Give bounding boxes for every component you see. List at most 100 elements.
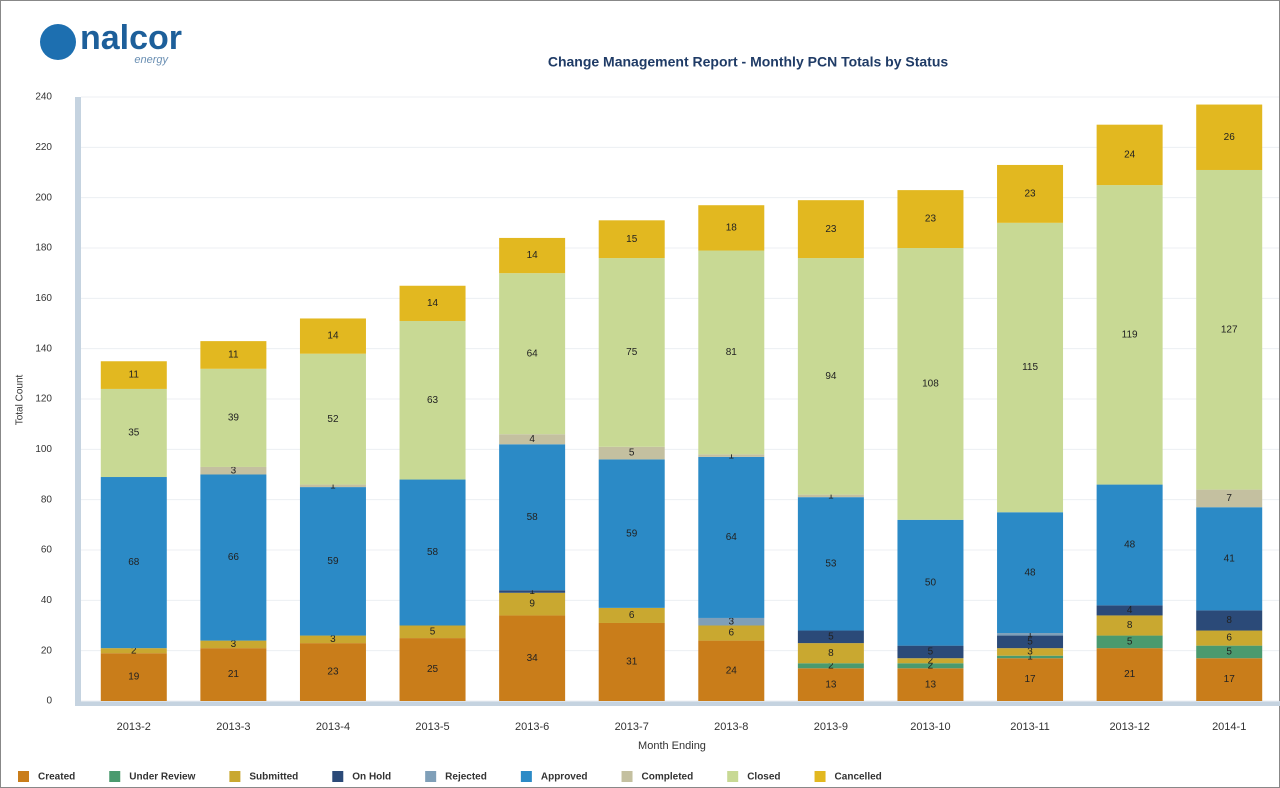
legend-swatch bbox=[18, 771, 29, 782]
bar-segment bbox=[1196, 507, 1263, 611]
data-label: 2 bbox=[928, 660, 934, 671]
legend-swatch bbox=[425, 771, 437, 782]
data-label: 5 bbox=[1127, 636, 1133, 647]
bar-segment bbox=[499, 590, 566, 593]
y-tick-label: 200 bbox=[35, 192, 52, 203]
data-label: 8 bbox=[828, 648, 834, 659]
data-label: 68 bbox=[128, 557, 140, 568]
bar-segment bbox=[1196, 104, 1263, 170]
bar-segment bbox=[997, 222, 1064, 513]
y-axis-title: Total Count bbox=[15, 374, 26, 425]
y-tick-label: 120 bbox=[35, 394, 52, 405]
y-tick-label: 140 bbox=[35, 343, 52, 354]
logo-mark bbox=[40, 24, 76, 60]
legend-swatch bbox=[229, 771, 241, 782]
data-label: 21 bbox=[228, 669, 240, 680]
y-tick-label: 100 bbox=[35, 444, 52, 455]
bar-segment bbox=[399, 479, 466, 626]
data-label: 5 bbox=[928, 647, 934, 658]
data-label: 5 bbox=[828, 631, 834, 642]
bar-segment bbox=[698, 205, 765, 251]
bar-segment bbox=[200, 368, 267, 467]
bar-segment bbox=[1096, 635, 1163, 649]
data-label: 3 bbox=[231, 639, 237, 650]
bar-segment bbox=[897, 519, 964, 646]
data-label: 59 bbox=[626, 528, 638, 539]
bar-segment bbox=[299, 487, 366, 636]
data-label: 9 bbox=[529, 599, 535, 610]
bar-segment bbox=[1196, 489, 1263, 508]
data-label: 15 bbox=[626, 234, 638, 245]
bar-segment bbox=[897, 668, 964, 701]
legend-swatch bbox=[332, 771, 344, 782]
bar-segment bbox=[499, 615, 566, 701]
x-tick-label: 2013-2 bbox=[117, 721, 151, 733]
bar-segment bbox=[797, 200, 864, 259]
legend-label: Completed bbox=[642, 772, 694, 783]
data-label: 17 bbox=[1024, 674, 1036, 685]
data-label: 5 bbox=[1027, 636, 1033, 647]
bar-segment bbox=[1096, 484, 1163, 606]
data-label: 1 bbox=[1027, 652, 1033, 663]
y-tick-label: 40 bbox=[41, 595, 53, 606]
data-label: 1 bbox=[828, 491, 834, 502]
y-tick-label: 220 bbox=[35, 142, 52, 153]
data-label: 17 bbox=[1224, 674, 1236, 685]
data-label: 1 bbox=[330, 480, 336, 491]
legend-label: Created bbox=[38, 772, 75, 783]
bar-segment bbox=[997, 635, 1064, 649]
bar-segment bbox=[698, 640, 765, 701]
data-label: 63 bbox=[427, 395, 439, 406]
bar-segment bbox=[598, 258, 665, 447]
bar-segment bbox=[598, 622, 665, 701]
x-tick-label: 2013-12 bbox=[1109, 721, 1149, 733]
x-tick-label: 2013-8 bbox=[714, 721, 748, 733]
data-label: 39 bbox=[228, 413, 240, 424]
bar-segment bbox=[997, 658, 1064, 701]
data-label: 3 bbox=[1027, 647, 1033, 658]
data-label: 5 bbox=[430, 626, 436, 637]
data-label: 7 bbox=[1226, 493, 1232, 504]
bar-segment bbox=[499, 592, 566, 616]
bar-segment bbox=[299, 484, 366, 488]
data-label: 48 bbox=[1024, 567, 1036, 578]
data-label: 58 bbox=[527, 512, 539, 523]
y-tick-label: 60 bbox=[41, 545, 53, 556]
data-label: 24 bbox=[1124, 150, 1136, 161]
bar-segment bbox=[100, 648, 167, 654]
bar-segment bbox=[797, 643, 864, 664]
data-label: 14 bbox=[327, 331, 339, 342]
data-label: 25 bbox=[427, 664, 439, 675]
data-label: 2 bbox=[828, 660, 834, 671]
bar-segment bbox=[1196, 630, 1263, 646]
data-label: 2 bbox=[131, 645, 137, 656]
data-label: 58 bbox=[427, 547, 439, 558]
data-label: 64 bbox=[726, 532, 738, 543]
bar-segment bbox=[997, 633, 1064, 636]
legend-label: Approved bbox=[541, 772, 588, 783]
data-label: 6 bbox=[629, 610, 635, 621]
data-label: 3 bbox=[330, 634, 336, 645]
bar-segment bbox=[200, 466, 267, 475]
bar-segment bbox=[897, 658, 964, 664]
legend-label: Closed bbox=[747, 772, 780, 783]
bar-segment bbox=[200, 648, 267, 701]
bar-segment bbox=[897, 645, 964, 659]
data-label: 127 bbox=[1221, 324, 1238, 335]
data-label: 75 bbox=[626, 347, 638, 358]
data-label: 66 bbox=[228, 552, 240, 563]
bar-segment bbox=[698, 617, 765, 626]
bar-segment bbox=[797, 630, 864, 644]
data-label: 21 bbox=[1124, 669, 1136, 680]
data-label: 35 bbox=[128, 428, 140, 439]
bar-segment bbox=[200, 640, 267, 649]
bar-segment bbox=[897, 663, 964, 669]
data-label: 26 bbox=[1224, 132, 1236, 143]
x-axis-title: Month Ending bbox=[638, 740, 706, 752]
legend-label: Cancelled bbox=[835, 772, 882, 783]
x-axis bbox=[75, 701, 1280, 706]
x-tick-label: 2013-11 bbox=[1010, 721, 1050, 733]
data-label: 119 bbox=[1122, 329, 1138, 340]
data-label: 1 bbox=[729, 450, 735, 461]
bar-segment bbox=[997, 512, 1064, 634]
